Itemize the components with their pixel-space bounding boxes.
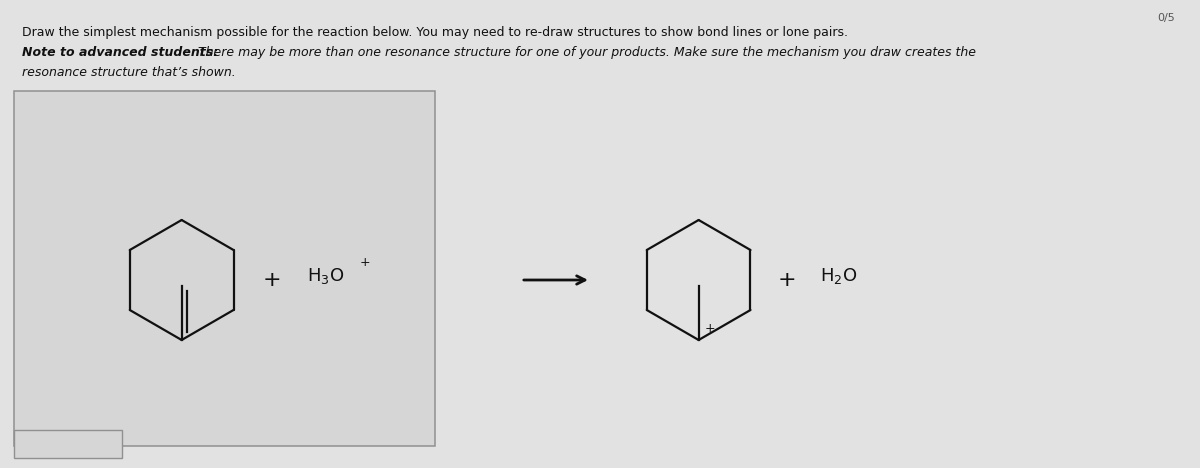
FancyBboxPatch shape xyxy=(14,430,121,458)
Text: +: + xyxy=(262,270,281,290)
Text: +: + xyxy=(778,270,796,290)
Text: Draw the simplest mechanism possible for the reaction below. You may need to re-: Draw the simplest mechanism possible for… xyxy=(22,26,848,39)
FancyBboxPatch shape xyxy=(14,91,436,446)
Text: +: + xyxy=(359,256,370,269)
Text: resonance structure that’s shown.: resonance structure that’s shown. xyxy=(22,66,235,79)
Text: +: + xyxy=(704,322,715,335)
Text: There may be more than one resonance structure for one of your products. Make su: There may be more than one resonance str… xyxy=(193,46,976,59)
Text: H$_3$O: H$_3$O xyxy=(307,266,344,286)
Text: H$_2$O: H$_2$O xyxy=(821,266,858,286)
Text: 0/5: 0/5 xyxy=(1158,13,1176,23)
Text: Note to advanced students:: Note to advanced students: xyxy=(22,46,218,59)
